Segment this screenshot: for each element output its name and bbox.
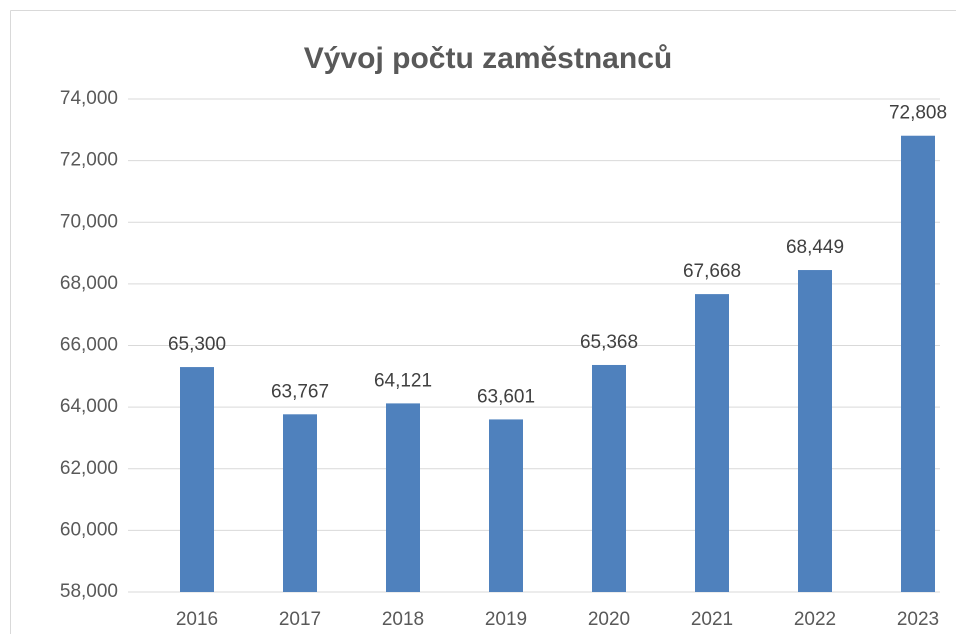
- x-tick-label: 2023: [897, 609, 939, 630]
- bar: [283, 414, 317, 592]
- bar: [180, 367, 214, 592]
- value-label: 64,121: [374, 370, 432, 391]
- bar: [901, 135, 935, 592]
- y-tick-label: 70,000: [60, 211, 118, 232]
- chart-title: Vývoj počtu zaměstnanců: [304, 42, 672, 75]
- y-tick-label: 62,000: [60, 458, 118, 479]
- bar: [592, 364, 626, 592]
- bar: [386, 403, 420, 592]
- value-label: 65,368: [580, 332, 638, 353]
- value-label: 67,668: [683, 261, 741, 282]
- x-tick-label: 2018: [382, 609, 424, 630]
- value-label: 63,767: [271, 381, 329, 402]
- y-tick-label: 66,000: [60, 335, 118, 356]
- x-tick-label: 2021: [691, 609, 733, 630]
- x-tick-label: 2020: [588, 609, 630, 630]
- x-tick-label: 2016: [176, 609, 218, 630]
- bar: [695, 294, 729, 592]
- y-tick-label: 60,000: [60, 519, 118, 540]
- value-label: 72,808: [889, 103, 947, 124]
- value-label: 68,449: [786, 237, 844, 258]
- x-tick-label: 2019: [485, 609, 527, 630]
- y-tick-label: 58,000: [60, 581, 118, 602]
- x-tick-label: 2017: [279, 609, 321, 630]
- y-tick-label: 72,000: [60, 150, 118, 171]
- bar: [798, 270, 832, 592]
- x-tick-label: 2022: [794, 609, 836, 630]
- bar: [489, 419, 523, 592]
- value-label: 65,300: [168, 334, 226, 355]
- value-label: 63,601: [477, 386, 535, 407]
- y-tick-label: 64,000: [60, 396, 118, 417]
- y-tick-label: 68,000: [60, 273, 118, 294]
- y-tick-label: 74,000: [60, 88, 118, 109]
